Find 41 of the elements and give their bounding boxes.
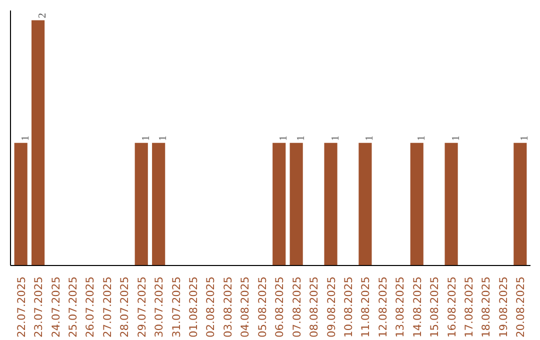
x-tick-label: 18.08.2025 xyxy=(480,276,493,338)
x-tick-label: 22.07.2025 xyxy=(14,276,28,338)
data-label: 1 xyxy=(296,136,307,141)
data-label: 1 xyxy=(520,136,531,141)
x-tick-label: 01.08.2025 xyxy=(187,276,200,338)
x-tick-label: 10.08.2025 xyxy=(342,276,355,338)
x-tick-label: 25.07.2025 xyxy=(66,276,80,338)
x-tick-label: 03.08.2025 xyxy=(221,276,234,338)
data-label: 1 xyxy=(20,136,32,141)
x-tick-label: 07.08.2025 xyxy=(290,276,304,338)
data-label: 2 xyxy=(38,12,49,18)
data-label: 1 xyxy=(450,136,462,141)
data-label: 1 xyxy=(158,136,170,141)
x-tick-label: 31.07.2025 xyxy=(170,276,183,338)
x-tick-label: 26.07.2025 xyxy=(84,276,97,338)
data-label: 1 xyxy=(416,136,428,141)
data-label: 1 xyxy=(278,136,290,141)
x-tick-label: 27.07.2025 xyxy=(100,276,114,338)
x-tick-label: 28.07.2025 xyxy=(118,276,132,338)
x-tick-label: 02.08.2025 xyxy=(204,276,218,338)
x-tick-label: 30.07.2025 xyxy=(152,276,166,338)
x-tick-label: 11.08.2025 xyxy=(359,276,372,338)
x-tick-label: 09.08.2025 xyxy=(324,276,338,338)
x-tick-label: 23.07.2025 xyxy=(32,276,46,338)
x-tick-label: 24.07.2025 xyxy=(49,276,62,338)
data-label: 1 xyxy=(330,136,342,141)
x-tick-label: 20.08.2025 xyxy=(514,276,528,338)
x-tick-label: 29.07.2025 xyxy=(135,276,148,338)
x-tick-label: 06.08.2025 xyxy=(273,276,286,338)
x-tick-label: 17.08.2025 xyxy=(462,276,476,338)
x-tick-label: 08.08.2025 xyxy=(308,276,321,338)
x-tick-label: 13.08.2025 xyxy=(394,276,407,338)
data-label: 1 xyxy=(364,136,376,141)
x-tick-label: 15.08.2025 xyxy=(428,276,442,338)
x-tick-label: 14.08.2025 xyxy=(410,276,424,338)
x-tick-label: 04.08.2025 xyxy=(238,276,252,338)
x-tick-label: 12.08.2025 xyxy=(376,276,390,338)
data-label: 1 xyxy=(140,136,152,141)
x-tick-label: 16.08.2025 xyxy=(445,276,458,338)
x-tick-label: 05.08.2025 xyxy=(256,276,269,338)
x-tick-label: 19.08.2025 xyxy=(496,276,510,338)
